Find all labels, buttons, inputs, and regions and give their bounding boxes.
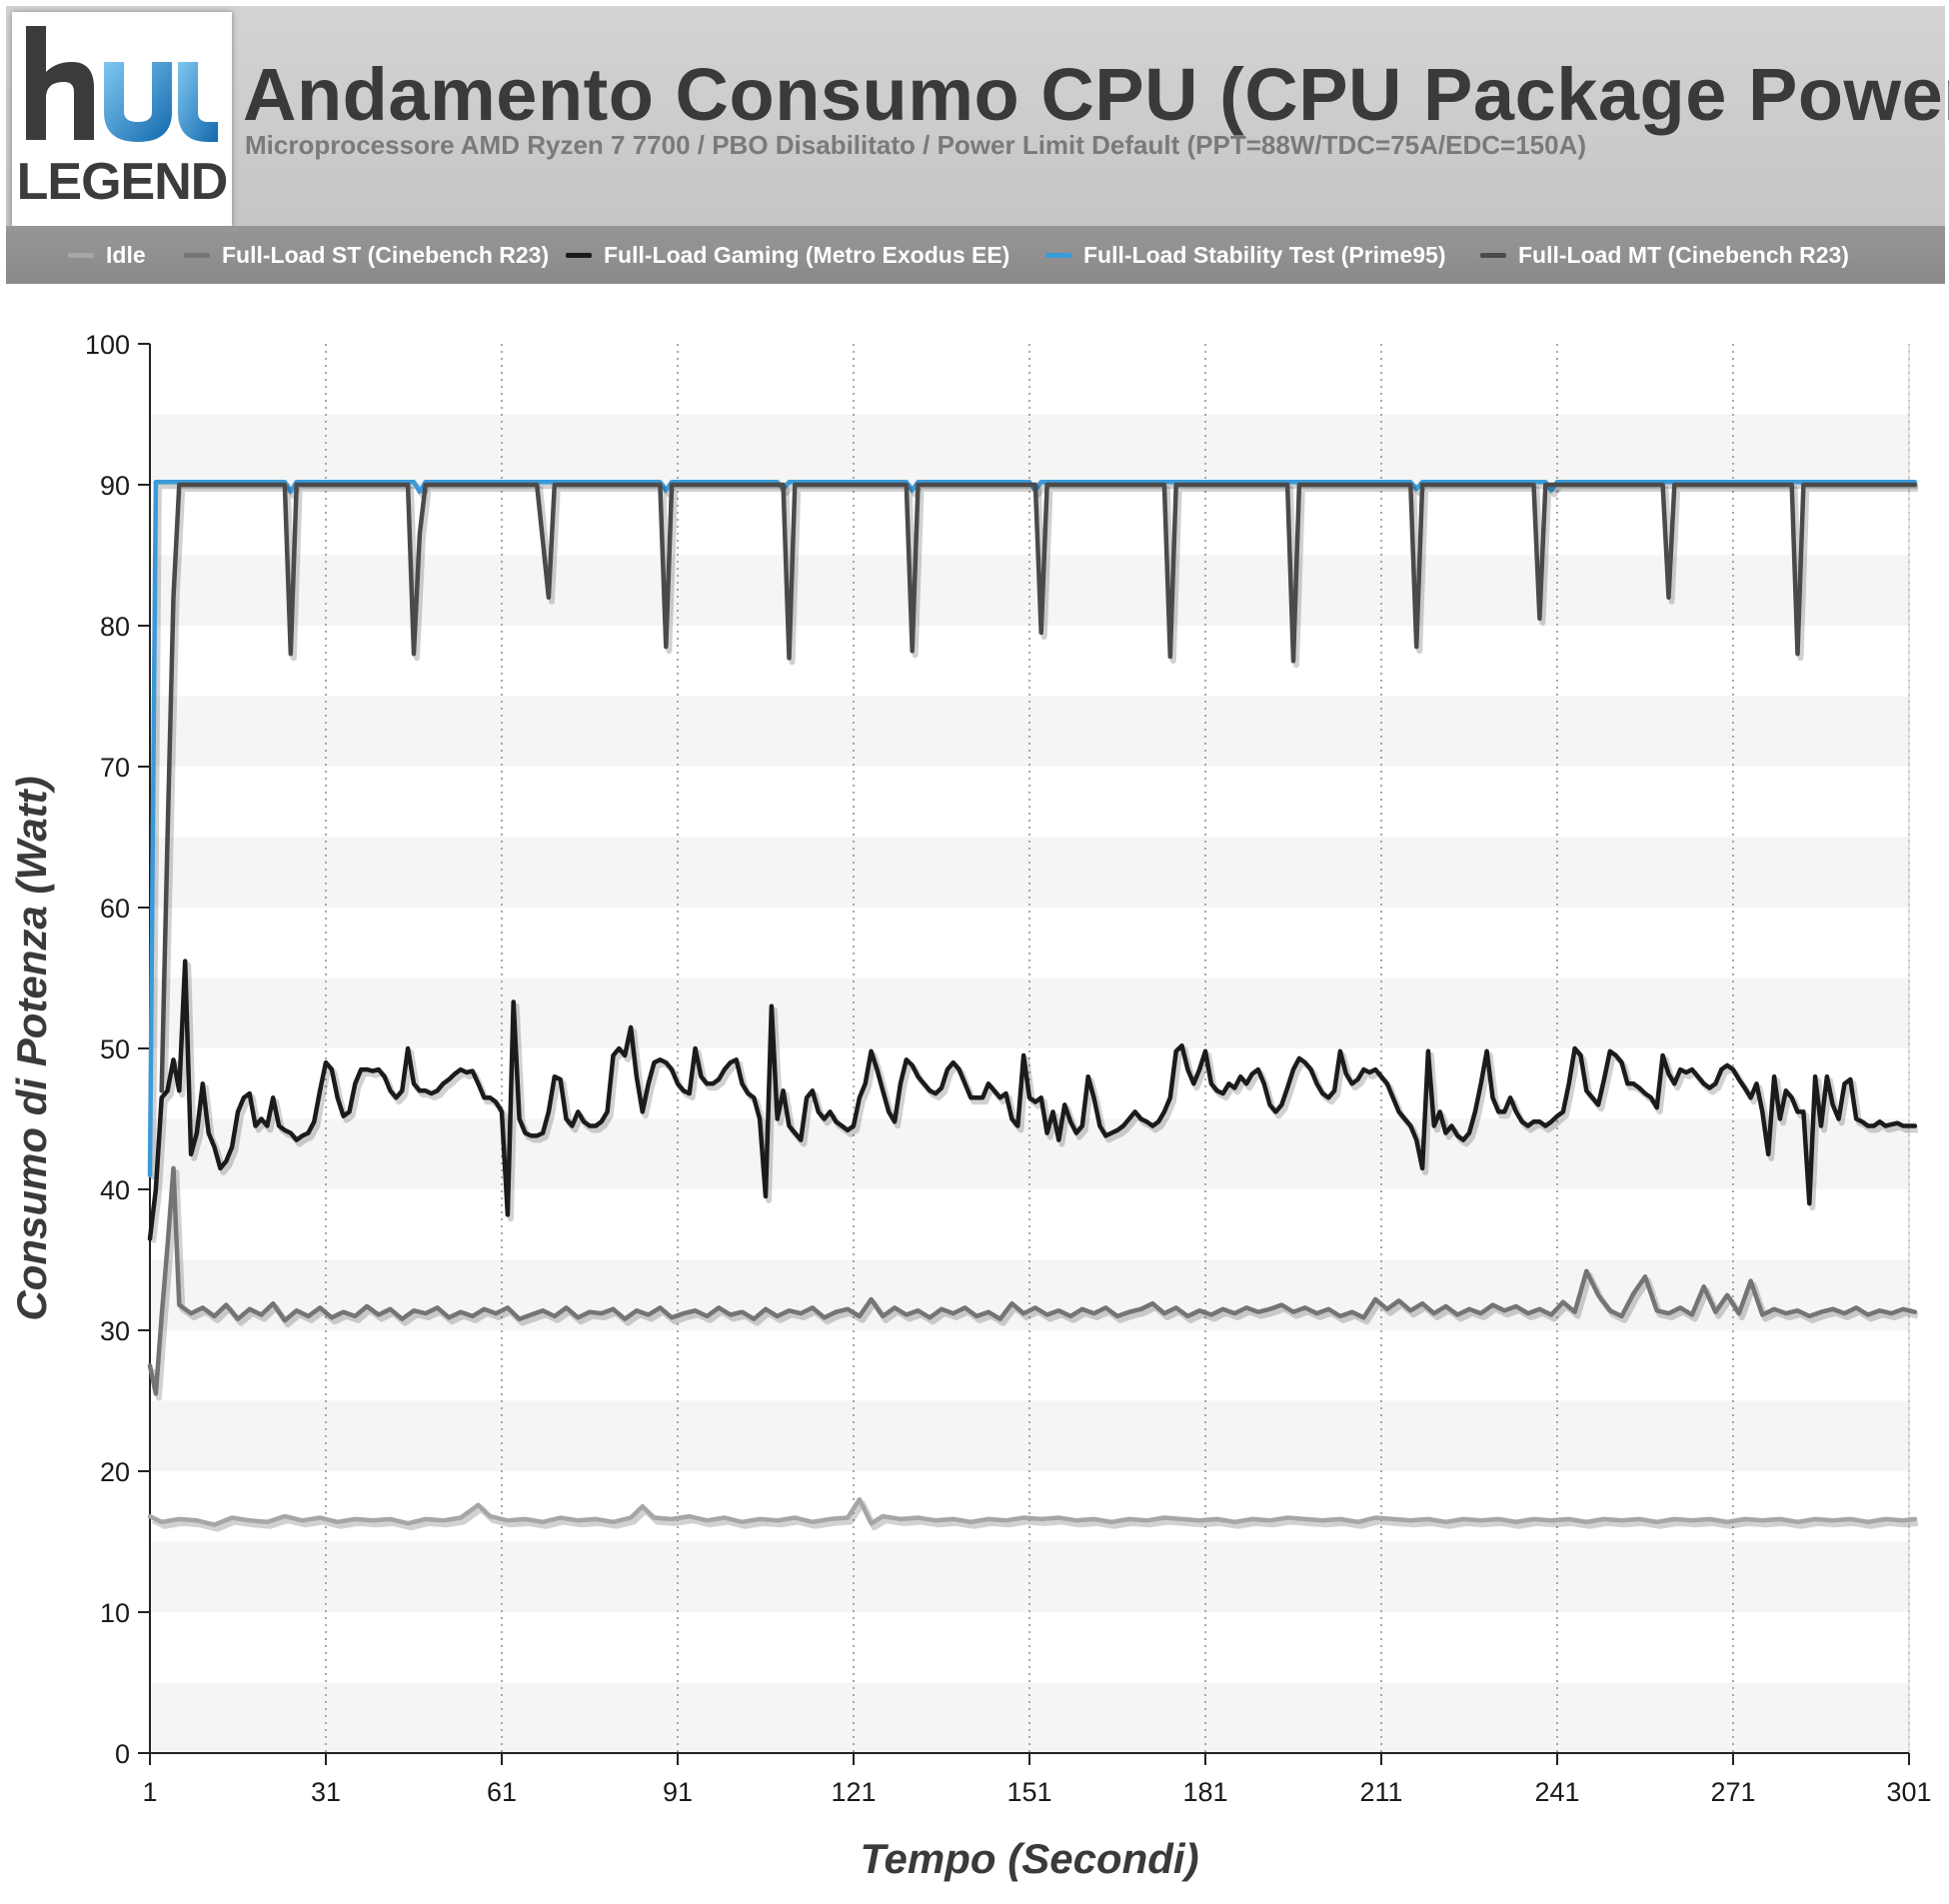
x-tick-label: 91 xyxy=(663,1777,693,1807)
x-tick-label: 211 xyxy=(1359,1777,1402,1807)
legend-swatch xyxy=(184,252,210,258)
y-tick-label: 20 xyxy=(100,1457,130,1487)
legend-item-1: Full-Load ST (Cinebench R23) xyxy=(184,226,549,284)
series-shadow-4 xyxy=(161,486,1918,1095)
legend-label: Idle xyxy=(106,241,146,268)
legend-swatch xyxy=(1045,252,1071,258)
grid-band xyxy=(150,1118,1909,1189)
legend-item-3: Full-Load Stability Test (Prime95) xyxy=(1045,226,1446,284)
legend-label: Full-Load MT (Cinebench R23) xyxy=(1518,241,1849,268)
x-tick-label: 61 xyxy=(487,1777,517,1807)
y-tick-label: 100 xyxy=(85,330,130,360)
grid-band xyxy=(150,696,1909,767)
legend-swatch xyxy=(1480,252,1506,258)
y-tick-label: 30 xyxy=(100,1316,130,1346)
y-tick-label: 50 xyxy=(100,1034,130,1064)
x-tick-label: 301 xyxy=(1886,1777,1931,1807)
x-tick-label: 121 xyxy=(831,1777,876,1807)
series-line-2 xyxy=(147,958,1918,1241)
chart-subtitle: Microprocessore AMD Ryzen 7 7700 / PBO D… xyxy=(245,130,1587,160)
line-chart: 0 10 20 30 40 50 60 70 80 90 100 1 31 61 91 121 151 181 21… xyxy=(8,330,1932,1882)
legend-item-2: Full-Load Gaming (Metro Exodus EE) xyxy=(566,226,1009,284)
series-line-4 xyxy=(159,482,1918,1093)
y-tick-label: 0 xyxy=(115,1739,130,1769)
x-tick-label: 241 xyxy=(1534,1777,1579,1807)
legend-label: Full-Load ST (Cinebench R23) xyxy=(222,241,550,268)
x-tick-label: 151 xyxy=(1006,1777,1051,1807)
hu-logo-mark xyxy=(26,26,218,142)
x-tick-label: 1 xyxy=(142,1777,157,1807)
legend-swatch xyxy=(68,252,94,258)
y-tick-label: 60 xyxy=(100,894,130,924)
grid-band xyxy=(150,1682,1909,1753)
y-tick-label: 10 xyxy=(100,1598,130,1628)
series-shadow-0 xyxy=(151,1500,1919,1532)
legend-swatch xyxy=(566,252,592,258)
y-tick-label: 40 xyxy=(100,1175,130,1205)
series-line-1 xyxy=(147,1165,1918,1396)
logo-text: LEGEND xyxy=(16,153,229,211)
y-tick-label: 70 xyxy=(100,753,130,783)
legend-label: Full-Load Stability Test (Prime95) xyxy=(1083,241,1446,268)
grid-band xyxy=(150,1259,1909,1330)
legend-item-4: Full-Load MT (Cinebench R23) xyxy=(1480,226,1849,284)
y-axis-title: Consumo di Potenza (Watt) xyxy=(8,776,55,1320)
header-bar xyxy=(6,6,1945,226)
y-tick-label: 80 xyxy=(100,612,130,642)
legend-item-0: Idle xyxy=(68,226,146,284)
x-tick-label: 181 xyxy=(1182,1777,1227,1807)
x-tick-label: 31 xyxy=(311,1777,341,1807)
legend-label: Full-Load Gaming (Metro Exodus EE) xyxy=(604,241,1010,268)
legend: Idle Full-Load ST (Cinebench R23) Full-Loa… xyxy=(6,226,1945,284)
x-tick-label: 271 xyxy=(1710,1777,1755,1807)
y-tick-label: 90 xyxy=(100,471,130,501)
chart-title: Andamento Consumo CPU (CPU Package Power… xyxy=(243,53,1949,136)
logo: LEGEND xyxy=(12,12,232,227)
series-line-0 xyxy=(147,1496,1918,1527)
x-axis-title: Tempo (Secondi) xyxy=(860,1835,1198,1882)
